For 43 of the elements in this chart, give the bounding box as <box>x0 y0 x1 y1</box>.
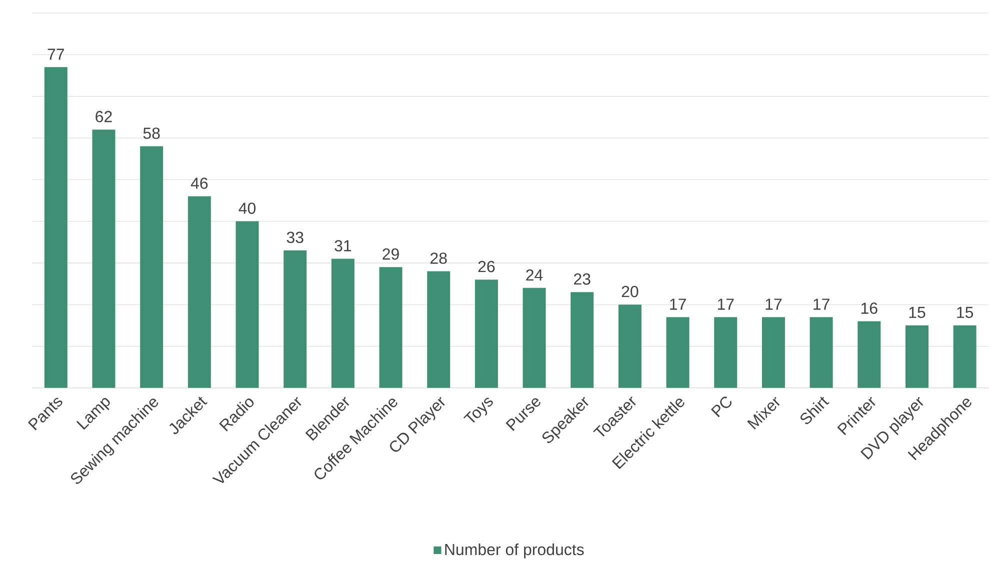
data-label: 31 <box>334 240 352 252</box>
data-label: 62 <box>96 110 112 122</box>
bar <box>474 279 498 388</box>
bar <box>570 292 594 388</box>
x-tick-label: PC <box>710 396 732 418</box>
data-label: 24 <box>526 269 543 280</box>
data-label: 46 <box>190 177 208 189</box>
x-tick-label: Toys <box>463 398 493 422</box>
bar <box>379 266 402 388</box>
data-label: 16 <box>861 302 878 314</box>
bar <box>92 129 116 388</box>
data-label: 23 <box>574 273 590 285</box>
bar <box>714 316 738 388</box>
bar <box>236 221 259 388</box>
data-label: 29 <box>382 248 399 260</box>
bar <box>905 325 928 388</box>
bar <box>140 146 164 388</box>
data-label: 40 <box>238 202 256 214</box>
data-label: 15 <box>957 306 974 318</box>
bar <box>331 258 354 388</box>
bar <box>188 196 211 388</box>
bar <box>858 321 881 388</box>
data-label: 17 <box>766 298 782 310</box>
bar <box>953 325 976 388</box>
data-label: 17 <box>670 298 686 310</box>
bar <box>284 250 307 388</box>
data-label: 33 <box>286 232 304 243</box>
data-label: 17 <box>718 298 734 310</box>
data-label: 28 <box>430 252 447 264</box>
data-label: 15 <box>909 306 926 318</box>
data-label: 17 <box>814 298 830 310</box>
bar <box>427 271 450 388</box>
bar <box>44 66 68 388</box>
data-label: 20 <box>622 286 638 298</box>
bar <box>522 288 546 388</box>
data-label: 58 <box>143 127 160 139</box>
data-label: 26 <box>478 260 495 272</box>
bar <box>666 316 690 388</box>
bar <box>810 316 833 388</box>
bar <box>762 316 785 388</box>
bar <box>618 304 642 388</box>
legend-label: Number of products <box>445 543 584 558</box>
data-label: 77 <box>48 48 64 60</box>
